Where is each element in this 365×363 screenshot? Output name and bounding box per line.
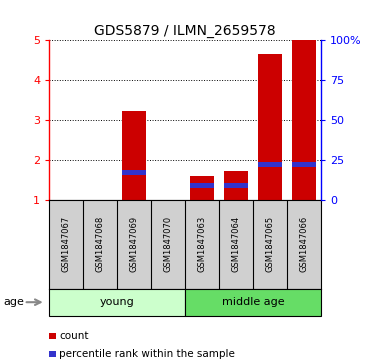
Text: middle age: middle age [222,297,285,307]
Text: GSM1847065: GSM1847065 [266,216,275,272]
Bar [258,162,282,167]
Bar [185,289,321,316]
Bar [49,289,185,316]
Text: age: age [4,297,24,307]
Text: count: count [59,331,89,341]
Text: young: young [100,297,135,307]
Bar [224,183,248,188]
Bar [190,183,214,188]
Bar [190,176,214,200]
Bar [292,162,316,167]
Bar [122,170,146,175]
Bar [258,54,282,200]
Text: GSM1847067: GSM1847067 [62,216,71,272]
Bar [122,111,146,200]
Title: GDS5879 / ILMN_2659578: GDS5879 / ILMN_2659578 [95,24,276,37]
Text: GSM1847069: GSM1847069 [130,216,139,272]
Text: percentile rank within the sample: percentile rank within the sample [59,349,235,359]
Text: GSM1847064: GSM1847064 [232,216,241,272]
Bar [292,40,316,200]
Text: GSM1847068: GSM1847068 [96,216,105,272]
Text: GSM1847070: GSM1847070 [164,216,173,272]
Bar [224,171,248,200]
Text: GSM1847066: GSM1847066 [300,216,309,272]
Text: GSM1847063: GSM1847063 [198,216,207,272]
